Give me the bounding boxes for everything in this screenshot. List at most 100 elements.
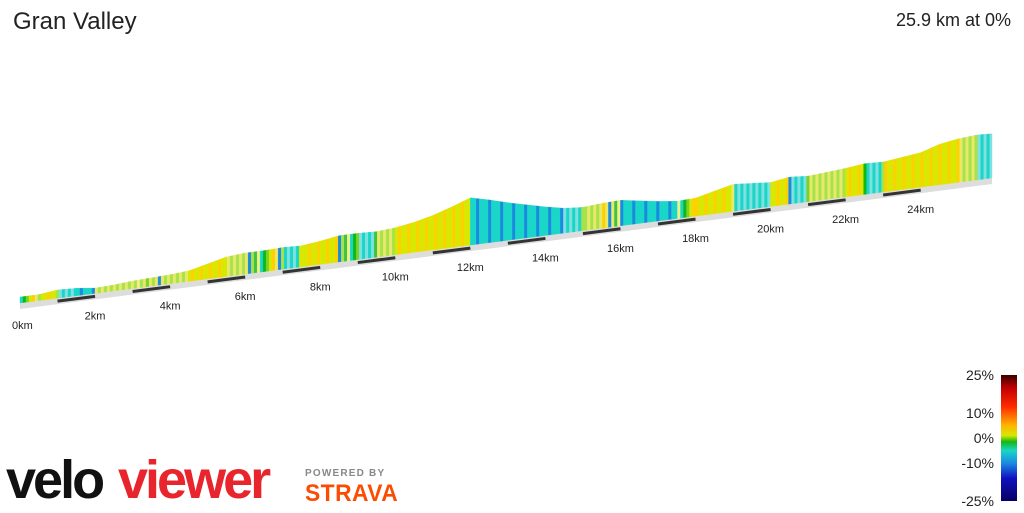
profile-segment — [743, 183, 747, 211]
profile-segment — [181, 271, 186, 283]
profile-segment — [569, 207, 573, 233]
route-summary: 25.9 km at 0% — [895, 10, 1011, 30]
profile-segment — [82, 287, 87, 296]
profile-segment — [926, 148, 930, 187]
profile-segment — [914, 153, 918, 189]
profile-segment — [614, 200, 618, 227]
profile-segment — [401, 224, 405, 255]
profile-segment — [64, 288, 69, 298]
profile-segment — [211, 260, 216, 279]
svg-text:velo: velo — [6, 452, 103, 508]
profile-segment — [692, 197, 696, 217]
profile-segment — [353, 233, 357, 261]
profile-segment — [803, 176, 807, 203]
profile-segment — [193, 267, 198, 281]
profile-segment — [281, 247, 285, 270]
profile-segment — [761, 182, 765, 208]
profile-segment — [485, 199, 489, 244]
profile-segment — [97, 286, 102, 294]
profile-segment — [479, 198, 483, 245]
profile-segment — [542, 206, 546, 237]
profile-segment — [929, 146, 933, 187]
profile-segment — [752, 182, 756, 210]
profile-segment — [347, 234, 351, 262]
profile-segment — [190, 268, 195, 282]
profile-segment — [650, 201, 654, 223]
profile-segment — [950, 139, 954, 184]
profile-segment — [839, 168, 843, 198]
x-tick-label: 24km — [907, 204, 934, 216]
profile-segment — [311, 242, 315, 266]
profile-segment — [956, 138, 960, 183]
x-tick-label: 2km — [85, 310, 106, 322]
profile-segment — [788, 176, 792, 205]
profile-segment — [112, 284, 117, 292]
profile-segment — [557, 207, 561, 235]
profile-segment — [515, 203, 519, 240]
profile-segment — [875, 162, 879, 194]
profile-segment — [79, 288, 84, 296]
profile-segment — [965, 136, 969, 182]
profile-segment — [302, 244, 306, 267]
profile-segment — [707, 192, 711, 215]
profile-segment — [142, 278, 147, 288]
profile-segment — [326, 238, 330, 264]
profile-segment — [869, 162, 873, 194]
profile-segment — [815, 173, 819, 201]
powered-by-label: POWERED BY — [305, 468, 386, 479]
profile-segment — [530, 205, 534, 238]
profile-segment — [704, 193, 708, 216]
profile-segment — [383, 229, 387, 257]
profile-segment — [938, 143, 942, 186]
profile-segment — [335, 235, 339, 263]
profile-segment — [758, 182, 762, 209]
profile-segment — [665, 201, 669, 221]
x-tick-label: 16km — [607, 243, 634, 255]
profile-segment — [539, 206, 543, 237]
profile-segment — [941, 142, 945, 185]
profile-segment — [548, 206, 552, 236]
profile-segment — [172, 273, 177, 284]
profile-segment — [169, 273, 174, 284]
profile-segment — [25, 295, 30, 303]
profile-segment — [70, 288, 75, 297]
profile-segment — [371, 231, 375, 259]
profile-segment — [551, 207, 555, 235]
profile-segment — [223, 256, 228, 277]
profile-segment — [866, 162, 870, 195]
profile-segment — [626, 200, 630, 226]
profile-segment — [49, 290, 54, 300]
profile-segment — [851, 165, 855, 197]
profile-segment — [494, 200, 498, 243]
profile-segment — [503, 201, 507, 242]
profile-segment — [317, 240, 321, 266]
profile-segment — [533, 205, 537, 238]
profile-segment — [428, 215, 432, 251]
profile-segment — [809, 174, 813, 202]
profile-segment — [671, 201, 675, 220]
profile-segment — [881, 161, 885, 193]
km-marker — [207, 275, 246, 284]
profile-segment — [710, 191, 714, 215]
profile-segment — [148, 277, 153, 287]
profile-segment — [22, 296, 27, 303]
profile-segment — [115, 283, 120, 291]
profile-segment — [773, 180, 777, 207]
profile-segment — [725, 185, 729, 213]
profile-segment — [818, 173, 822, 201]
profile-segment — [268, 249, 273, 272]
profile-segment — [214, 259, 219, 279]
profile-segment — [235, 254, 240, 276]
profile-ticks: 0km 2km 4km 6km 8km 10km 12km 14km 16km 18km 20km 2… — [12, 188, 934, 332]
profile-segment — [374, 231, 378, 258]
profile-segment — [596, 203, 600, 230]
profile-segment — [695, 196, 699, 217]
profile-segment — [575, 207, 579, 232]
profile-segment — [395, 226, 399, 255]
profile-segment — [878, 161, 882, 193]
profile-segment — [977, 134, 981, 181]
profile-segment — [329, 237, 333, 264]
strava-logo: STRAVA — [305, 480, 399, 507]
km-marker — [57, 294, 96, 303]
profile-segment — [250, 251, 255, 274]
